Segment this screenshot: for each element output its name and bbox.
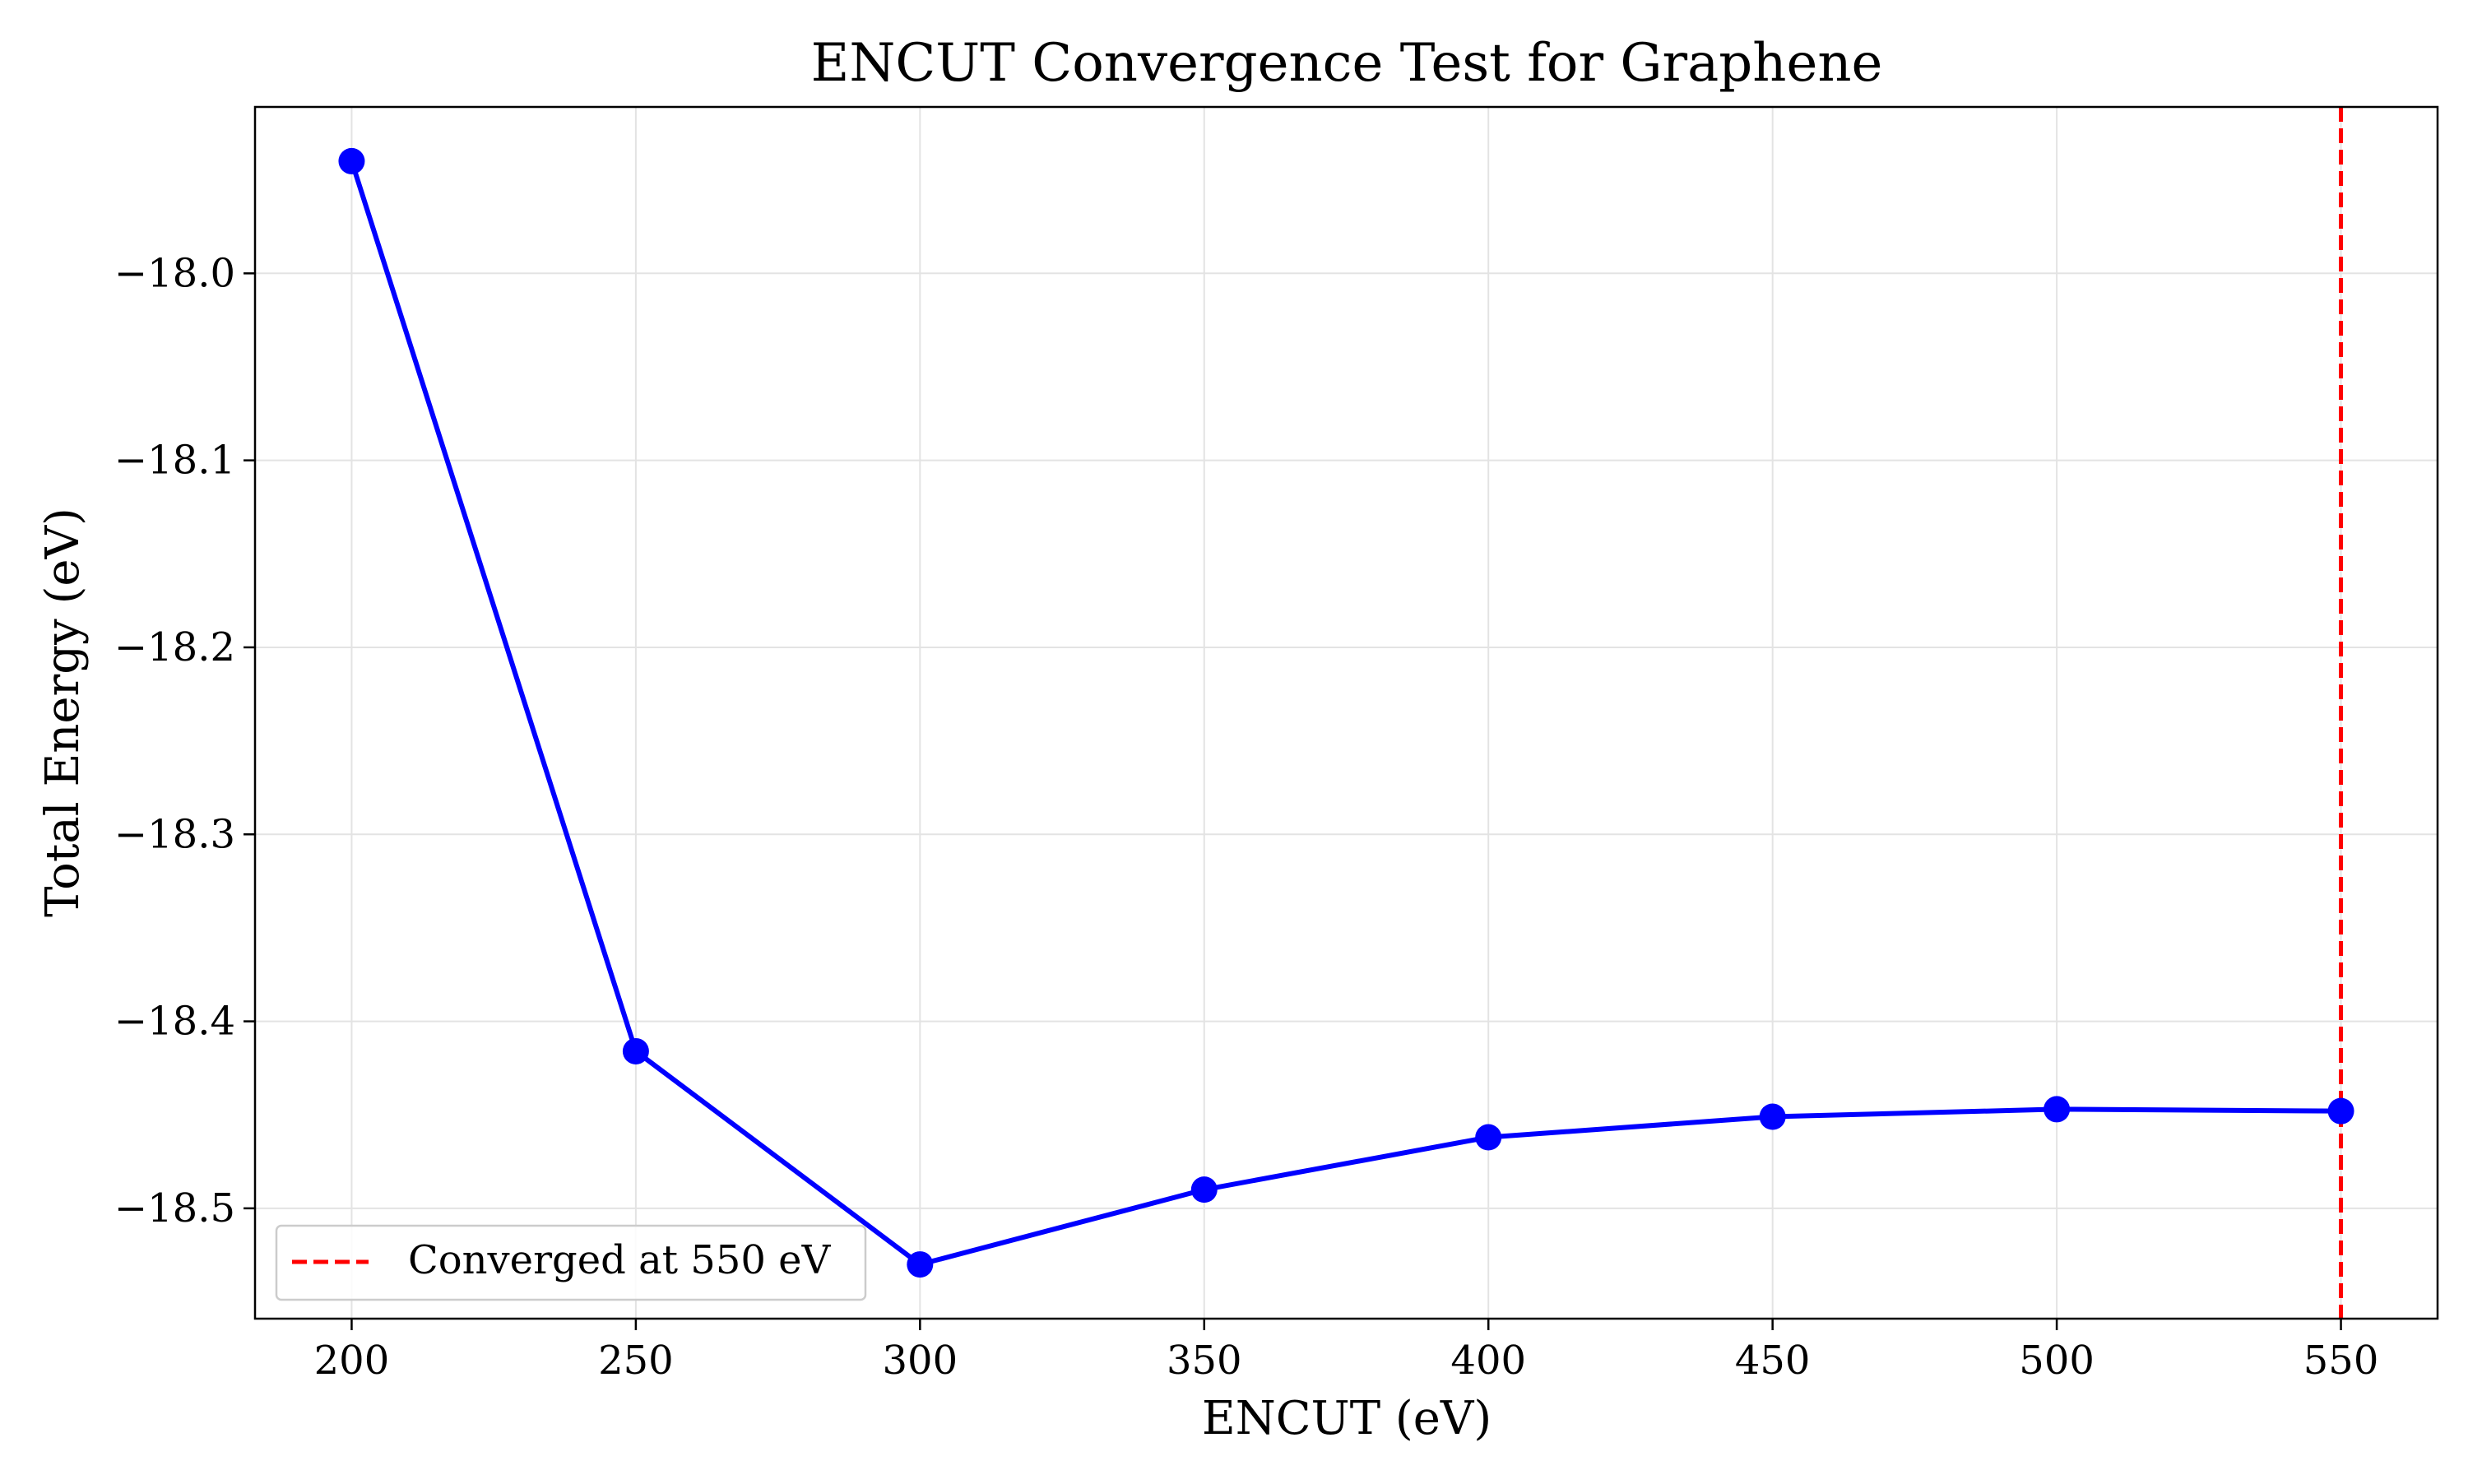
x-tick-label: 550 [2303,1338,2379,1384]
data-point[interactable] [2044,1096,2071,1123]
y-tick-label: −18.4 [114,999,235,1045]
x-tick-label: 400 [1450,1338,1526,1384]
x-axis-label: ENCUT (eV) [1202,1392,1491,1445]
y-tick-label: −18.2 [114,624,235,670]
series-line [349,160,2341,1268]
legend[interactable]: Converged at 550 eV [275,1224,867,1301]
y-tick-label: −18.1 [114,438,235,484]
y-axis-label: Total Energy (eV) [36,508,90,917]
x-tick-label: 450 [1735,1338,1811,1384]
y-axis-ticks: −18.0 −18.1 −18.2 −18.3 −18.4 −18.5 [114,250,255,1231]
plot-frame [253,105,2439,1320]
x-tick-label: 350 [1167,1338,1242,1384]
series-layer [338,147,2354,1278]
data-point[interactable] [1190,1176,1218,1203]
data-point[interactable] [1759,1103,1786,1130]
x-axis-ticks: 200 250 300 350 400 450 500 550 [314,1319,2379,1384]
x-tick-label: 250 [598,1338,674,1384]
chart-title: ENCUT Convergence Test for Graphene [811,33,1883,94]
x-tick-label: 300 [883,1338,958,1384]
x-tick-label: 500 [2019,1338,2095,1384]
data-point[interactable] [1475,1124,1502,1151]
y-tick-label: −18.0 [114,250,235,296]
y-tick-label: −18.5 [114,1185,235,1231]
data-point[interactable] [907,1251,934,1278]
x-tick-label: 200 [314,1338,390,1384]
legend-label: Converged at 550 eV [408,1237,832,1283]
legend-box [275,1224,867,1301]
data-point[interactable] [2327,1097,2354,1125]
y-tick-label: −18.3 [114,811,235,857]
data-point[interactable] [622,1037,649,1064]
data-point[interactable] [338,147,365,174]
